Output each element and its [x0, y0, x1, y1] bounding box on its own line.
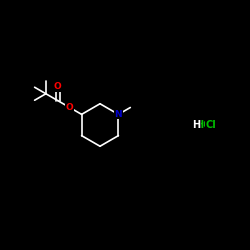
Text: O: O [54, 82, 62, 91]
Text: Cl: Cl [206, 120, 216, 130]
Text: O: O [66, 103, 74, 112]
Text: HCl: HCl [196, 120, 214, 130]
Text: N: N [114, 110, 122, 119]
Text: H: H [192, 120, 200, 130]
